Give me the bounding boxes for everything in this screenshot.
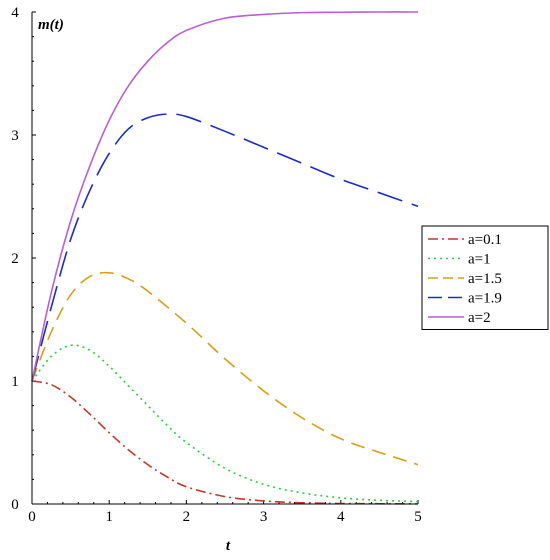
- x-tick-label: 1: [105, 509, 113, 525]
- x-tick-label: 5: [414, 509, 422, 525]
- x-tick-label: 2: [183, 509, 191, 525]
- legend-label-4: a=2: [468, 310, 491, 326]
- chart-series: [31, 11, 419, 505]
- axis-ticks: [31, 11, 419, 505]
- y-axis-label: m(t): [38, 17, 64, 33]
- x-axis-label: t: [226, 538, 231, 554]
- y-tick-label: 1: [11, 374, 19, 390]
- x-tick-label: 0: [28, 509, 36, 525]
- legend-label-3: a=1.9: [468, 291, 502, 307]
- tick-labels: 0 1 2 3 4 5 0 1 2 3 4: [11, 5, 422, 525]
- series-line-2: [31, 271, 419, 466]
- series-line-4: [31, 11, 419, 382]
- series-line-0: [31, 380, 419, 505]
- legend-label-0: a=0.1: [468, 232, 502, 248]
- y-tick-label: 3: [11, 128, 19, 144]
- y-tick-label: 0: [11, 497, 19, 513]
- y-tick-label: 2: [11, 251, 19, 267]
- legend-label-1: a=1: [468, 252, 491, 268]
- legend-label-2: a=1.5: [468, 271, 502, 287]
- series-line-3: [31, 113, 419, 382]
- y-tick-label: 4: [11, 5, 19, 21]
- legend: a=0.1 a=1 a=1.5 a=1.9 a=2: [421, 225, 549, 330]
- x-tick-label: 3: [260, 509, 268, 525]
- series-line-1: [31, 344, 419, 503]
- x-tick-label: 4: [337, 509, 345, 525]
